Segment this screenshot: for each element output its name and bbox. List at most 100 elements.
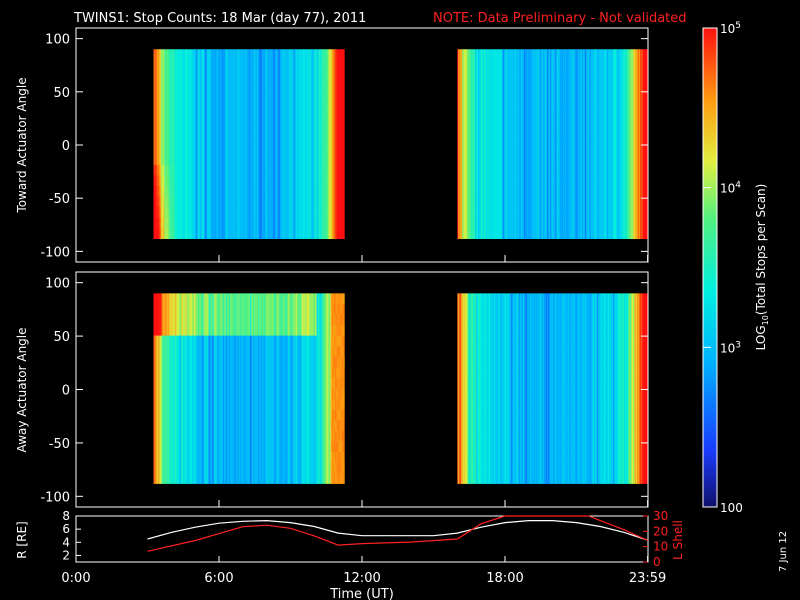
heat-cell [323,122,325,134]
heat-cell [295,101,297,113]
heat-cell [251,228,253,239]
heat-cell [339,217,341,229]
heat-cell [308,228,310,239]
heat-cell [492,154,494,166]
heat-cell [197,59,199,71]
heat-cell [482,133,484,145]
heat-cell [282,228,284,239]
heat-cell [493,196,495,208]
heat-cell [162,112,164,124]
heat-cell [513,154,515,166]
heat-cell [264,112,266,124]
heat-cell [486,196,488,208]
heat-cell [467,154,469,166]
heat-cell [170,133,172,145]
heat-cell [188,217,190,229]
heat-cell [459,196,461,208]
heat-cell [205,70,207,82]
heat-cell [284,59,286,71]
heat-cell [512,133,514,145]
heat-cell [176,70,178,82]
heat-cell [466,164,468,176]
heat-cell [247,59,249,71]
heat-cell [263,175,265,187]
heat-cell [180,133,182,145]
heat-cell [159,49,161,61]
heat-cell [508,228,510,239]
heat-cell [493,154,495,166]
heat-cell [520,154,522,166]
heat-cell [223,112,225,124]
heat-cell [222,228,224,239]
heat-cell [473,164,475,176]
heat-cell [185,70,187,82]
heat-cell [195,154,197,166]
heat-cell [173,217,175,229]
heat-cell [319,217,321,229]
heat-cell [480,112,482,124]
heat-cell [174,196,176,208]
heat-cell [232,217,234,229]
heat-cell [295,186,297,197]
heat-cell [298,59,300,71]
heat-cell [507,49,509,61]
heat-cell [305,228,307,239]
heat-cell [226,70,228,82]
heat-cell [248,154,250,166]
heat-cell [155,133,157,145]
heat-cell [225,228,227,239]
heat-cell [468,143,470,155]
heat-cell [543,80,545,92]
heat-cell [288,175,290,187]
heat-cell [472,91,474,103]
heat-cell [466,175,468,187]
heat-cell [506,59,508,71]
heat-cell [537,112,539,124]
heat-cell [249,122,251,134]
heat-cell [307,70,309,82]
heat-cell [340,217,342,229]
heat-cell [240,101,242,113]
heat-cell [266,91,268,103]
heat-cell [258,143,260,155]
heat-cell [332,101,334,113]
heat-cell [238,59,240,71]
heat-cell [272,101,274,113]
heat-cell [180,154,182,166]
heat-cell [494,217,496,229]
heat-cell [508,59,510,71]
heat-cell [168,196,170,208]
heat-cell [542,133,544,145]
heat-cell [290,207,292,218]
heat-cell [335,175,337,187]
heat-cell [244,164,246,176]
heat-cell [530,143,532,155]
heat-cell [244,133,246,145]
heat-cell [306,217,308,229]
heat-cell [279,186,281,197]
heat-cell [267,196,269,208]
heat-cell [255,143,257,155]
heat-cell [156,133,158,145]
heat-cell [196,207,198,218]
heat-cell [338,217,340,229]
heat-cell [464,164,466,176]
heat-cell [225,175,227,187]
heat-cell [342,143,344,155]
heat-cell [534,207,536,218]
heat-cell [212,91,214,103]
heat-cell [479,59,481,71]
heat-cell [235,186,237,197]
heat-cell [322,133,324,145]
heat-cell [272,91,274,103]
heat-cell [542,228,544,239]
heat-cell [519,101,521,113]
heat-cell [229,133,231,145]
heat-cell [523,164,525,176]
heat-cell [269,122,271,134]
heat-cell [334,133,336,145]
heat-cell [512,101,514,113]
heat-cell [485,122,487,134]
heat-cell [314,133,316,145]
heat-cell [163,228,165,239]
